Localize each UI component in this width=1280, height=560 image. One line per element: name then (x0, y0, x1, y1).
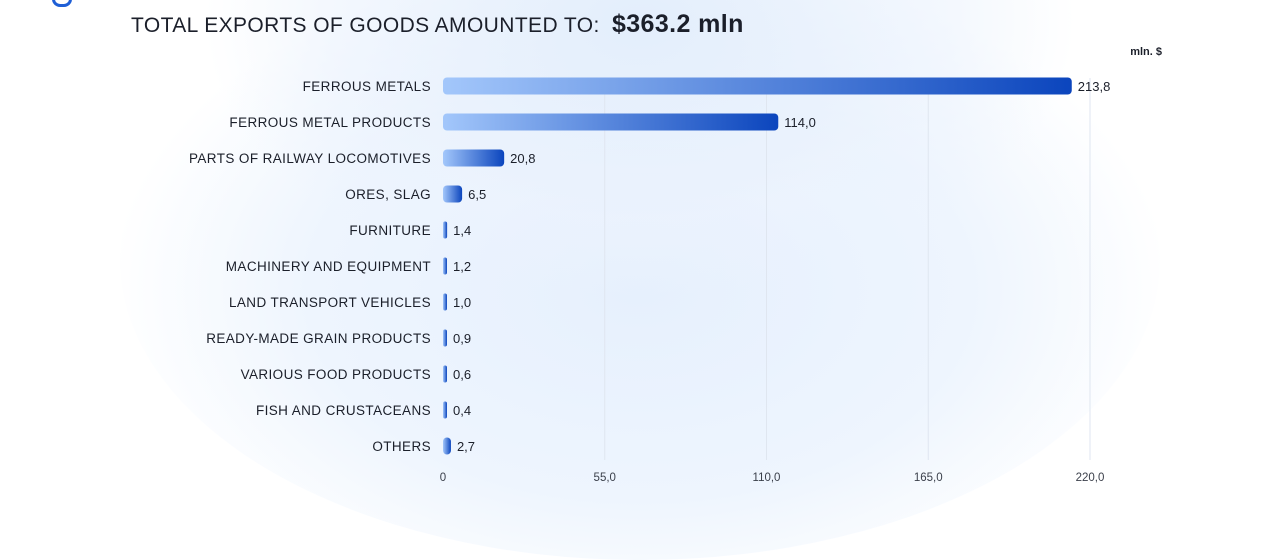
bar (443, 185, 463, 203)
value-label: 6,5 (468, 187, 486, 202)
category-label: FURNITURE (349, 223, 431, 238)
bar (443, 437, 451, 455)
unit-label: mln. $ (1130, 46, 1162, 58)
bar (443, 77, 1072, 95)
bar (443, 293, 447, 311)
value-label: 0,9 (453, 331, 471, 346)
bar (443, 329, 447, 347)
title-prefix: TOTAL EXPORTS OF GOODS AMOUNTED TO: (131, 14, 600, 37)
bar (443, 149, 505, 167)
category-label: FISH AND CRUSTACEANS (256, 403, 431, 418)
category-label: FERROUS METALS (303, 79, 431, 94)
value-label: 1,4 (453, 223, 471, 238)
value-label: 1,0 (453, 295, 471, 310)
value-label: 0,6 (453, 367, 471, 382)
x-tick-label: 220,0 (1076, 472, 1105, 484)
category-label: OTHERS (372, 439, 431, 454)
category-label: FERROUS METAL PRODUCTS (229, 115, 431, 130)
category-label: PARTS OF RAILWAY LOCOMOTIVES (189, 151, 431, 166)
category-label: READY-MADE GRAIN PRODUCTS (206, 331, 431, 346)
bar (443, 113, 779, 131)
value-label: 0,4 (453, 403, 471, 418)
brand-logo-icon (52, 0, 72, 7)
exports-bar-chart: 0 55,0 110,0 165,0 220,0 mln. $ FERROUS METALS… (189, 46, 1162, 484)
title-amount: $363.2 mln (611, 10, 744, 38)
bar (443, 401, 447, 419)
category-label: ORES, SLAG (345, 187, 431, 202)
chart-title: TOTAL EXPORTS OF GOODS AMOUNTED TO: $363… (131, 10, 744, 39)
bar (443, 257, 447, 275)
bar (443, 365, 447, 383)
category-label: LAND TRANSPORT VEHICLES (229, 295, 431, 310)
x-tick-label: 165,0 (914, 472, 943, 484)
value-label: 213,8 (1078, 79, 1111, 94)
value-label: 2,7 (457, 439, 475, 454)
bar (443, 221, 448, 239)
category-label: VARIOUS FOOD PRODUCTS (241, 367, 431, 382)
value-label: 114,0 (784, 115, 816, 130)
value-label: 20,8 (510, 151, 535, 166)
x-tick-label: 110,0 (753, 472, 781, 484)
category-label: MACHINERY AND EQUIPMENT (226, 259, 431, 274)
value-label: 1,2 (453, 259, 471, 274)
x-tick-label: 0 (440, 472, 446, 484)
x-tick-label: 55,0 (594, 472, 616, 484)
